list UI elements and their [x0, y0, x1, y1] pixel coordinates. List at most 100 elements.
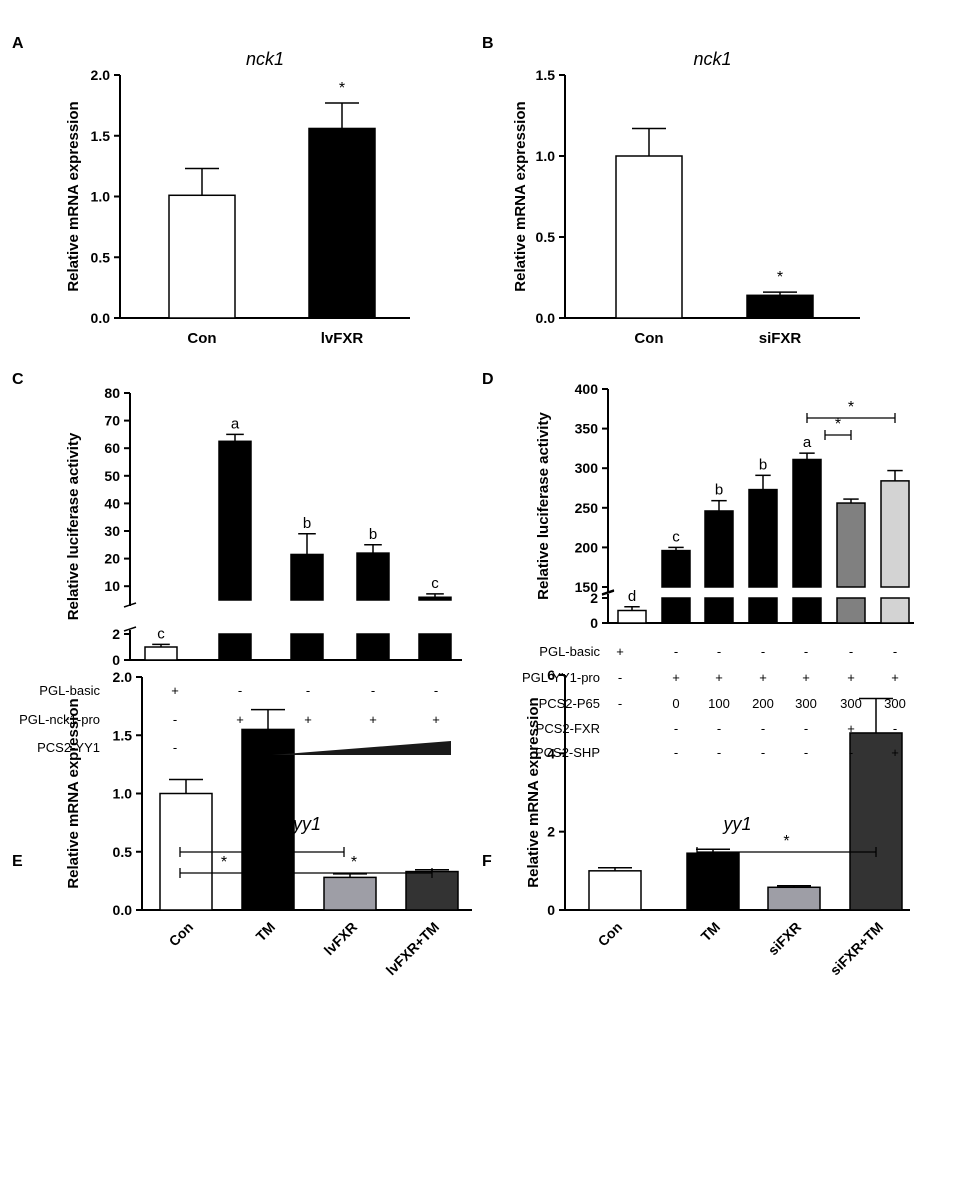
panel-c-bar-2-lower — [290, 633, 324, 661]
panel-e-comparison-star: * — [351, 854, 357, 871]
panel-e-y-tick-label: 2.0 — [113, 669, 133, 685]
panel-d-bar-2-lower — [704, 597, 734, 624]
panel-c-bar-4-lower — [418, 633, 452, 661]
panel-e-y-label: Relative mRNA expression — [65, 698, 82, 888]
panel-d-bar-4-upper — [792, 458, 822, 588]
panel-c-row-value: + — [369, 712, 377, 727]
panel-b-y-tick-label: 1.0 — [536, 148, 556, 164]
panel-a-y-tick-label: 1.0 — [91, 189, 111, 205]
panel-c-bar-3-lower — [356, 633, 390, 661]
panel-d-row-value: - — [717, 745, 721, 760]
panel-a-bar-1 — [308, 127, 376, 319]
panel-d-y-tick-label: 350 — [575, 421, 599, 437]
panel-e-category-label: lvFXR+TM — [383, 919, 442, 978]
panel-f-bar-2 — [767, 886, 821, 911]
panel-c-y-tick-label: 20 — [104, 551, 120, 567]
panel-e-letter: E — [12, 853, 23, 870]
panel-c-row-value: + — [236, 712, 244, 727]
panel-e-y-tick-label: 1.0 — [113, 786, 133, 802]
panel-d-row-value: - — [893, 721, 897, 736]
panel-d-significance-letter: a — [803, 434, 812, 451]
panel-d-row-value: + — [672, 670, 680, 685]
panel-c-y-tick-label: 0 — [112, 652, 120, 668]
panel-c-row-value: - — [173, 740, 177, 755]
panel-d-y-tick-label: 2 — [590, 590, 598, 606]
panel-c-bar-4-upper — [418, 596, 452, 601]
panel-a-bar-0 — [168, 194, 236, 319]
panel-d-row-value: + — [802, 670, 810, 685]
panel-b-category-label: Con — [634, 330, 663, 347]
panel-b-letter: B — [482, 35, 494, 52]
panel-c-axis-break-mark — [123, 626, 137, 632]
panel-d-y-tick-label: 150 — [575, 579, 599, 595]
panel-c-row-value: + — [304, 712, 312, 727]
panel-b-significance-star: * — [777, 269, 783, 286]
panel-d-row-value: - — [849, 745, 853, 760]
panel-b-category-label: siFXR — [759, 330, 802, 347]
panel-a-significance-star: * — [339, 80, 345, 97]
panel-c-y-tick-label: 70 — [104, 413, 120, 429]
panel-d-row-value: - — [804, 745, 808, 760]
panel-d-row-value: 0 — [672, 696, 679, 711]
panel-e-y-tick-label: 1.5 — [113, 727, 133, 743]
panel-b-title: nck1 — [693, 49, 731, 69]
panel-d-row-value: - — [717, 644, 721, 659]
panel-a-y-tick-label: 0.5 — [91, 249, 111, 265]
panel-c-axis-break-mark — [123, 602, 137, 608]
panel-d-row-value: - — [761, 721, 765, 736]
panel-e-y-tick-label: 0.0 — [113, 902, 133, 918]
panel-c-bar-1-upper — [218, 440, 252, 601]
panel-d-comparison-star: * — [835, 416, 841, 433]
panel-d-bar-6-lower — [880, 597, 910, 624]
panel-c-significance-letter: c — [431, 575, 439, 592]
panel-c-significance-letter: b — [369, 526, 377, 543]
panel-d-row-value: - — [849, 644, 853, 659]
panel-c-y-tick-label: 40 — [104, 495, 120, 511]
panel-e-category-label: Con — [166, 919, 197, 950]
panel-b-bar-0 — [615, 155, 683, 319]
panel-d-row-value: 300 — [884, 696, 906, 711]
panel-d-axis-break-mark — [601, 589, 615, 595]
panel-e-bar-1 — [241, 728, 295, 911]
panel-c-letter: C — [12, 371, 24, 388]
panel-f-y-tick-label: 4 — [547, 745, 555, 761]
panel-d-bar-5-lower — [836, 597, 866, 624]
panel-d-row-value: + — [847, 721, 855, 736]
panel-d-row-value: - — [618, 696, 622, 711]
panel-c-row-value: - — [306, 683, 310, 698]
panel-d-row-value: - — [674, 745, 678, 760]
panel-d-significance-letter: b — [759, 456, 767, 473]
panel-d-bar-1-upper — [661, 549, 691, 588]
panel-c-row-label: PCS2-YY1 — [37, 740, 100, 755]
panel-f-category-label: Con — [595, 919, 626, 950]
panel-f-category-label: siFXR+TM — [827, 919, 886, 978]
panel-b-bar-1 — [746, 294, 814, 319]
panel-c-y-tick-label: 30 — [104, 523, 120, 539]
panel-c-row-label: PGL-basic — [39, 683, 100, 698]
panel-d-letter: D — [482, 371, 494, 388]
panel-c-y-tick-label: 80 — [104, 385, 120, 401]
panel-d-row-value: 300 — [840, 696, 862, 711]
panel-f-y-label: Relative mRNA expression — [525, 697, 542, 887]
panel-d-bar-1-lower — [661, 597, 691, 624]
panel-a-y-tick-label: 0.0 — [91, 310, 111, 326]
panel-f-bar-0 — [588, 870, 642, 911]
panel-b-y-tick-label: 0.5 — [536, 229, 556, 245]
panel-a-category-label: lvFXR — [321, 330, 364, 347]
panel-c-bar-1-lower — [218, 633, 252, 661]
panel-d-y-tick-label: 400 — [575, 381, 599, 397]
panel-c-bar-0 — [144, 646, 178, 661]
panel-c-row-value: - — [371, 683, 375, 698]
panel-d-bar-4-lower — [792, 597, 822, 624]
panel-e-y-tick-label: 0.5 — [113, 844, 133, 860]
panel-c-y-tick-label: 60 — [104, 440, 120, 456]
panel-a-y-tick-label: 1.5 — [91, 128, 111, 144]
panel-d-y-tick-label: 200 — [575, 539, 599, 555]
panel-c-row-value: - — [238, 683, 242, 698]
panel-d-row-label: PCS2-FXR — [536, 721, 600, 736]
panel-d-axis-break-mark — [601, 590, 615, 596]
panel-d-comparison-star: * — [848, 399, 854, 416]
panel-e-category-label: lvFXR — [321, 919, 360, 958]
panel-d-y-tick-label: 250 — [575, 500, 599, 516]
panel-c-y-tick-label: 2 — [112, 626, 120, 642]
